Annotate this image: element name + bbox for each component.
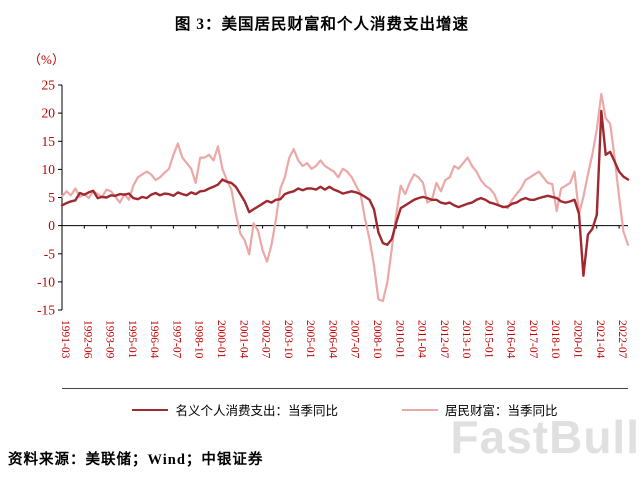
y-tick-label: -10 [37, 274, 55, 289]
y-tick-label: 0 [48, 218, 55, 233]
x-tick-label: 2020-01 [572, 320, 584, 359]
legend-swatch-wealth [402, 408, 438, 411]
y-tick-label: 5 [48, 190, 55, 205]
chart-canvas: （%） 25 20 15 10 5 0 -5 -10 -15 1991-03 1992-06 1993-… [28, 52, 630, 359]
x-tick-label: 2018-10 [549, 320, 561, 359]
x-tick-label: 1995-01 [126, 320, 138, 359]
x-tick-label: 2003-10 [282, 320, 294, 359]
x-tick-label: 2017-07 [527, 320, 539, 359]
y-axis-unit-label: （%） [28, 52, 65, 67]
x-tick-label: 2021-04 [594, 320, 606, 359]
x-tick-label: 1996-04 [148, 320, 160, 359]
x-tick-label: 2008-10 [371, 320, 383, 359]
x-tick-label: 2012-07 [438, 320, 450, 359]
legend-label-pce: 名义个人消费支出：当季同比 [175, 404, 338, 418]
y-tick-label: -5 [44, 246, 55, 261]
legend-item-wealth: 居民财富：当季同比 [402, 400, 558, 419]
x-tick-label: 1991-03 [59, 320, 71, 359]
y-tick-label: -15 [37, 303, 55, 318]
x-tick-label: 2001-04 [237, 320, 249, 359]
x-tick-label: 2007-07 [349, 320, 361, 359]
x-tick-label: 2011-04 [416, 320, 428, 358]
x-tick-label: 2013-10 [460, 320, 472, 359]
x-tick-label: 2016-04 [505, 320, 517, 359]
y-tick-label: 10 [42, 162, 56, 177]
x-tick-label: 1993-09 [104, 320, 116, 359]
x-tick-label: 2010-01 [393, 320, 405, 359]
chart-title: 图 3：美国居民财富和个人消费支出增速 [174, 16, 470, 33]
legend-swatch-pce [132, 408, 169, 411]
chart-legend: 名义个人消费支出：当季同比 居民财富：当季同比 [62, 388, 628, 419]
x-tick-label: 2015-01 [482, 320, 494, 359]
x-tick-label: 1992-06 [81, 320, 93, 359]
x-tick-label: 1998-10 [193, 320, 205, 359]
y-tick-label: 15 [42, 134, 56, 149]
x-tick-label: 2002-07 [260, 320, 272, 359]
x-tick-label: 2000-01 [215, 320, 227, 359]
legend-item-pce: 名义个人消费支出：当季同比 [132, 400, 338, 419]
source-note: 资料来源：美联储；Wind；中银证券 [8, 452, 264, 468]
x-tick-label: 2022-07 [616, 320, 628, 359]
series-line-pce [60, 109, 630, 277]
y-tick-label: 25 [42, 78, 56, 93]
legend-label-wealth: 居民财富：当季同比 [445, 404, 558, 418]
x-tick-label: 2006-04 [326, 320, 338, 359]
x-tick-label: 1997-07 [170, 320, 182, 359]
y-tick-label: 20 [42, 106, 56, 121]
series-line-wealth [60, 92, 630, 303]
x-tick-label: 2005-01 [304, 320, 316, 359]
